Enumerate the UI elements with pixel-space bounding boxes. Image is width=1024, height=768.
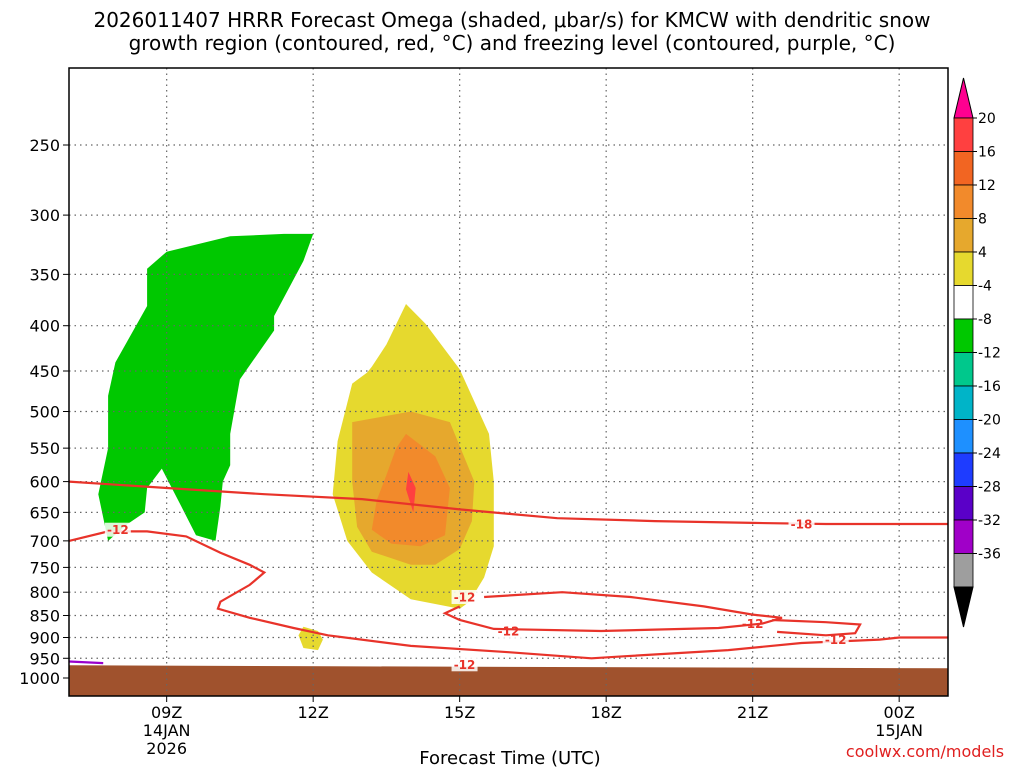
y-tick-label-950: 950 <box>29 649 60 668</box>
colorbar-band-13 <box>953 553 974 588</box>
colorbar-band-0 <box>953 117 974 152</box>
colorbar-band-7 <box>953 352 974 387</box>
contour-label-bg-0-5 <box>451 657 478 672</box>
contour-label-bg-0-4 <box>495 624 522 639</box>
contour-line-1 <box>442 591 783 633</box>
colorbar-band-12 <box>953 519 974 554</box>
colorbar-band-5 <box>953 285 974 320</box>
colorbar-label-7: -12 <box>978 346 1001 362</box>
y-tick-label-450: 450 <box>29 362 60 381</box>
y-tick-label-300: 300 <box>29 206 60 225</box>
chart-title-line-1: 2026011407 HRRR Forecast Omega (shaded, … <box>93 8 930 32</box>
colorbar-label-11: -28 <box>978 480 1001 496</box>
y-tick-label-400: 400 <box>29 317 60 336</box>
colorbar-label-9: -20 <box>978 413 1001 429</box>
x-tick-label-18Z-1: 18Z <box>591 703 622 722</box>
omega-colorbar: 20 16 12 8 4 -4 -8 -12 -16 -20 -24 -28 -32 -36 <box>953 77 1001 628</box>
omega-field-5 <box>406 471 416 513</box>
contour-label-0-5: -12 <box>454 658 476 672</box>
y-tick-label-900: 900 <box>29 628 60 647</box>
x-tick-label-15Z-1: 15Z <box>444 703 475 722</box>
colorbar-label-1: 16 <box>978 145 996 161</box>
contour-line-0 <box>68 530 948 660</box>
colorbar-label-13: -36 <box>978 547 1001 563</box>
y-tick-label-800: 800 <box>29 583 60 602</box>
colorbar-band-6 <box>953 318 974 353</box>
x-tick-label-09Z-1: 09Z <box>151 703 182 722</box>
x-tick-label-21Z-1: 21Z <box>737 703 768 722</box>
contour-line-2 <box>772 618 862 637</box>
colorbar-band-11 <box>953 486 974 521</box>
terrain-fill <box>69 665 948 696</box>
chart-title-line-2: growth region (contoured, red, °C) and f… <box>129 31 896 55</box>
colorbar-band-1 <box>953 151 974 186</box>
contour-line-3 <box>68 480 948 526</box>
plot-frame <box>68 67 949 697</box>
x-tick-label-09Z-2: 14JAN <box>143 721 191 740</box>
colorbar-label-0: 20 <box>978 111 996 127</box>
colorbar-label-10: -24 <box>978 446 1001 462</box>
contour-label-bg-0-0 <box>104 522 131 537</box>
contour-label-0-4: -12 <box>498 625 520 639</box>
coolwx-credit: coolwx.com/models <box>846 742 1004 761</box>
y-tick-label-700: 700 <box>29 532 60 551</box>
x-tick-label-00Z-1: 00Z <box>884 703 915 722</box>
y-tick-label-350: 350 <box>29 265 60 284</box>
plot-area: -12-12-12-12-12-12-18 <box>68 68 948 696</box>
colorbar-band-2 <box>953 184 974 219</box>
colorbar-band-10 <box>953 452 974 487</box>
colorbar-band-4 <box>953 251 974 286</box>
colorbar-label-2: 12 <box>978 178 996 194</box>
y-tick-label-650: 650 <box>29 503 60 522</box>
contour-label-0-1: -12 <box>454 590 476 604</box>
colorbar-band-3 <box>953 218 974 253</box>
y-tick-label-250: 250 <box>29 136 60 155</box>
colorbar-label-12: -32 <box>978 513 1001 529</box>
colorbar-top-arrow <box>953 77 974 119</box>
x-tick-label-00Z-2: 15JAN <box>875 721 923 740</box>
colorbar-label-3: 8 <box>978 212 987 228</box>
x-tick-label-09Z-3: 2026 <box>146 739 187 758</box>
contour-line-4 <box>68 660 104 665</box>
y-tick-label-1000: 1000 <box>19 669 60 688</box>
contour-label-0-0: -12 <box>107 523 129 537</box>
contour-label-3-0: -18 <box>791 518 813 532</box>
colorbar-label-4: 4 <box>978 245 987 261</box>
colorbar-bottom-arrow <box>953 586 974 628</box>
colorbar-band-9 <box>953 419 974 454</box>
y-tick-label-850: 850 <box>29 607 60 626</box>
contour-label-0-3: -12 <box>825 633 847 647</box>
contour-label-bg-3-0 <box>788 517 815 532</box>
y-tick-label-500: 500 <box>29 403 60 422</box>
colorbar-label-8: -16 <box>978 379 1001 395</box>
x-tick-label-12Z-1: 12Z <box>298 703 329 722</box>
colorbar-label-5: -4 <box>978 279 992 295</box>
colorbar-band-8 <box>953 385 974 420</box>
omega-field-0 <box>98 233 314 541</box>
y-tick-label-550: 550 <box>29 439 60 458</box>
y-tick-label-600: 600 <box>29 473 60 492</box>
colorbar-label-6: -8 <box>978 312 992 328</box>
y-tick-label-750: 750 <box>29 558 60 577</box>
y-axis-ticks: 250 300 350 400 450 500 550 600 650 700 750 800 850 9… <box>19 136 69 688</box>
x-axis-label: Forecast Time (UTC) <box>419 748 600 768</box>
contour-label-bg-0-1 <box>451 589 478 604</box>
